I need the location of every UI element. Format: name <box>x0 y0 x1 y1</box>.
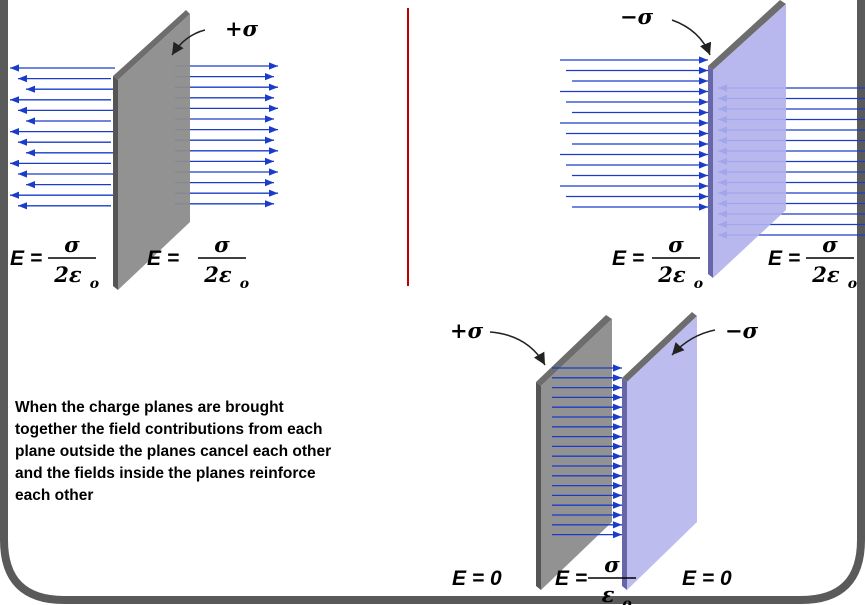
field-lhs: E = <box>768 247 800 270</box>
slide: +σ −σ +σ −σ E = 0 E = 0 E = σ 2ε o E = σ 2ε o E … <box>0 0 865 605</box>
numerator: σ <box>604 552 620 577</box>
charge-label: −σ <box>725 318 759 343</box>
numerator: σ <box>822 232 838 257</box>
field-lhs: E = <box>147 247 179 270</box>
subscript: o <box>694 276 703 292</box>
field-equation: E = 0 <box>452 567 502 590</box>
charge-label: −σ <box>620 4 654 29</box>
pointers <box>172 20 715 365</box>
charge-label: +σ <box>225 16 259 41</box>
numerator: σ <box>214 232 230 257</box>
denominator: 2ε <box>203 262 232 287</box>
field-equation: E = 0 <box>682 567 732 590</box>
field-lhs: E = <box>612 247 644 270</box>
subscript: o <box>848 276 857 292</box>
subscript: o <box>240 276 249 292</box>
numerator: σ <box>64 232 80 257</box>
diagram: +σ −σ +σ −σ E = 0 E = 0 E = σ 2ε o E = σ 2ε o E … <box>0 0 865 605</box>
field-lhs: E = <box>555 567 587 590</box>
denominator: ε <box>602 582 615 605</box>
denominator: 2ε <box>657 262 686 287</box>
subscript: o <box>90 276 99 292</box>
charge-label: +σ <box>450 318 484 343</box>
note: When the charge planes are brought toget… <box>15 397 345 507</box>
numerator: σ <box>668 232 684 257</box>
subscript: o <box>622 596 631 605</box>
denominator: 2ε <box>53 262 82 287</box>
field-lhs: E = <box>10 247 42 270</box>
denominator: 2ε <box>811 262 840 287</box>
